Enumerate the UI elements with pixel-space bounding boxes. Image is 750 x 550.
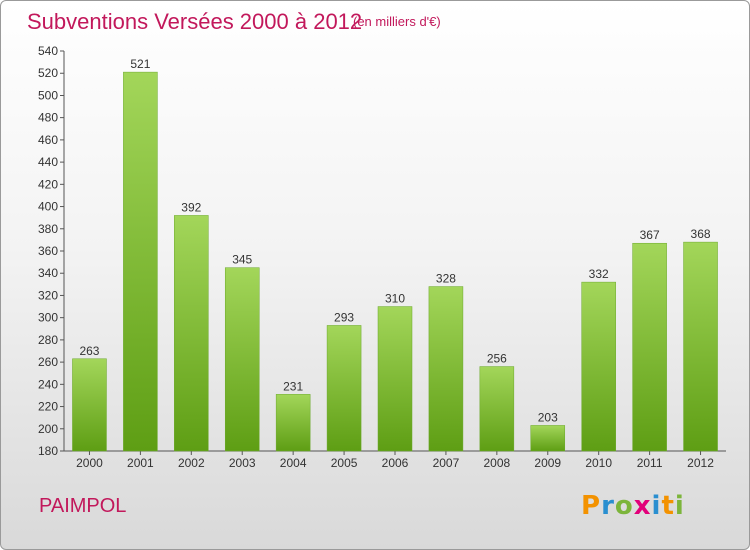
y-tick-label: 480 bbox=[38, 111, 58, 125]
bar-value-label: 263 bbox=[79, 344, 99, 358]
x-tick-label: 2007 bbox=[433, 456, 460, 470]
x-tick-label: 2009 bbox=[534, 456, 561, 470]
bar bbox=[275, 394, 311, 452]
chart-subtitle: (en milliers d'€) bbox=[353, 14, 441, 29]
chart-title: Subventions Versées 2000 à 2012 bbox=[27, 9, 363, 34]
y-tick-label: 200 bbox=[38, 422, 58, 436]
x-tick-label: 2011 bbox=[637, 456, 663, 470]
bar bbox=[683, 241, 718, 452]
y-tick-label: 360 bbox=[38, 244, 58, 258]
bar bbox=[377, 306, 413, 452]
y-tick-label: 520 bbox=[38, 66, 58, 80]
bar-value-label: 328 bbox=[436, 272, 456, 286]
bar bbox=[530, 425, 566, 452]
logo-letter: i bbox=[651, 491, 662, 521]
y-tick-label: 220 bbox=[38, 400, 58, 414]
bar-value-label: 203 bbox=[538, 410, 558, 424]
bar-value-label: 367 bbox=[640, 228, 660, 242]
bar-value-label: 293 bbox=[334, 310, 354, 324]
y-tick-label: 340 bbox=[38, 266, 58, 280]
bar-value-label: 368 bbox=[691, 227, 711, 241]
y-tick-label: 380 bbox=[38, 222, 58, 236]
y-tick-label: 280 bbox=[38, 333, 58, 347]
chart-bars bbox=[72, 71, 718, 452]
chart-labels: 263 521 392 345 231 293 310 328 256 203 332 367 368 bbox=[79, 57, 710, 424]
x-tick-label: 2010 bbox=[585, 456, 612, 470]
logo-letter: x bbox=[633, 491, 652, 521]
bar bbox=[174, 215, 209, 452]
y-tick-label: 420 bbox=[38, 177, 58, 191]
x-tick-label: 2006 bbox=[382, 456, 409, 470]
x-tick-label: 2003 bbox=[229, 456, 256, 470]
y-tick-label: 460 bbox=[38, 133, 58, 147]
logo-letter: P bbox=[581, 491, 602, 521]
y-tick-label: 320 bbox=[38, 288, 58, 302]
x-tick-label: 2002 bbox=[178, 456, 205, 470]
logo-letter: i bbox=[674, 491, 685, 521]
y-tick-label: 300 bbox=[38, 311, 58, 325]
bar bbox=[428, 286, 464, 452]
logo-letter: r bbox=[601, 491, 615, 521]
bar-value-label: 345 bbox=[232, 253, 252, 267]
bar-value-label: 521 bbox=[130, 57, 150, 71]
y-tick-label: 260 bbox=[38, 355, 58, 369]
x-tick-label: 2005 bbox=[331, 456, 358, 470]
logo-letter: o bbox=[614, 491, 634, 521]
chart-axes: 180 200 220 240 260 280 300 320 340 360 380 400 420 4… bbox=[38, 44, 726, 470]
x-tick-label: 2012 bbox=[687, 456, 714, 470]
bar-value-label: 332 bbox=[589, 267, 609, 281]
x-tick-label: 2000 bbox=[76, 456, 103, 470]
x-tick-label: 2004 bbox=[280, 456, 307, 470]
proxiti-logo[interactable]: Proxiti bbox=[581, 491, 685, 521]
bar bbox=[581, 281, 616, 452]
x-tick-label: 2001 bbox=[127, 456, 154, 470]
y-tick-label: 500 bbox=[38, 88, 58, 102]
y-tick-label: 240 bbox=[38, 377, 58, 391]
logo-letter: t bbox=[661, 491, 675, 521]
bar bbox=[72, 358, 107, 452]
bar bbox=[326, 325, 362, 452]
bar-value-label: 392 bbox=[181, 200, 201, 214]
bar bbox=[479, 366, 515, 452]
bar bbox=[123, 71, 158, 452]
y-tick-label: 540 bbox=[38, 44, 58, 58]
bar-value-label: 231 bbox=[283, 379, 303, 393]
bar-value-label: 310 bbox=[385, 292, 405, 306]
x-tick-label: 2008 bbox=[483, 456, 510, 470]
y-tick-label: 400 bbox=[38, 200, 58, 214]
y-tick-label: 180 bbox=[38, 444, 58, 458]
bar-value-label: 256 bbox=[487, 352, 507, 366]
bar bbox=[632, 242, 667, 452]
commune-name: PAIMPOL bbox=[39, 495, 127, 517]
bar bbox=[224, 267, 260, 452]
y-tick-label: 440 bbox=[38, 155, 58, 169]
